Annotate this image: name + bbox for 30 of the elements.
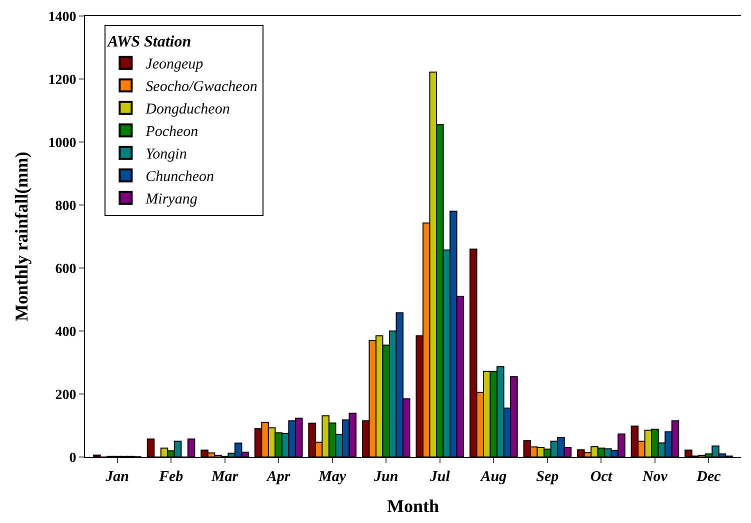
legend-label: Chuncheon <box>146 169 214 186</box>
x-tick-label: Sep <box>536 469 560 485</box>
x-tick-label: Jan <box>104 469 129 485</box>
legend-title: AWS Station <box>106 34 192 51</box>
x-tick-label: Dec <box>696 469 722 485</box>
legend-label: Seocho/Gwacheon <box>146 79 258 96</box>
legend-label: Dongducheon <box>144 102 230 118</box>
y-tick-label: 600 <box>55 262 76 277</box>
legend-label: Miryang <box>144 192 198 208</box>
x-tick-label: Nov <box>641 469 668 485</box>
x-tick-label: May <box>318 469 346 485</box>
y-tick-label: 800 <box>55 198 76 214</box>
x-tick-label: Jun <box>373 469 398 485</box>
x-tick-label: Aug <box>480 469 508 485</box>
y-tick-label: 1400 <box>48 10 76 25</box>
x-tick-label: Oct <box>590 469 613 485</box>
y-tick-label: 1200 <box>48 72 76 88</box>
y-tick-label: 0 <box>69 450 76 466</box>
y-tick-label: 400 <box>55 324 76 340</box>
x-tick-label: Feb <box>158 469 184 485</box>
y-axis-title: Monthly rainfall(mm) <box>11 152 32 322</box>
legend-label: Pocheon <box>144 124 198 140</box>
legend-label: Yongin <box>146 146 187 163</box>
y-tick-label: 200 <box>55 388 76 403</box>
x-tick-label: Jul <box>428 469 451 485</box>
y-tick-label: 1000 <box>48 136 76 151</box>
x-tick-label: Apr <box>266 469 290 485</box>
x-axis-title: Month <box>386 496 440 516</box>
x-tick-label: Mar <box>210 469 238 485</box>
legend-label: Jeongeup <box>146 56 204 73</box>
